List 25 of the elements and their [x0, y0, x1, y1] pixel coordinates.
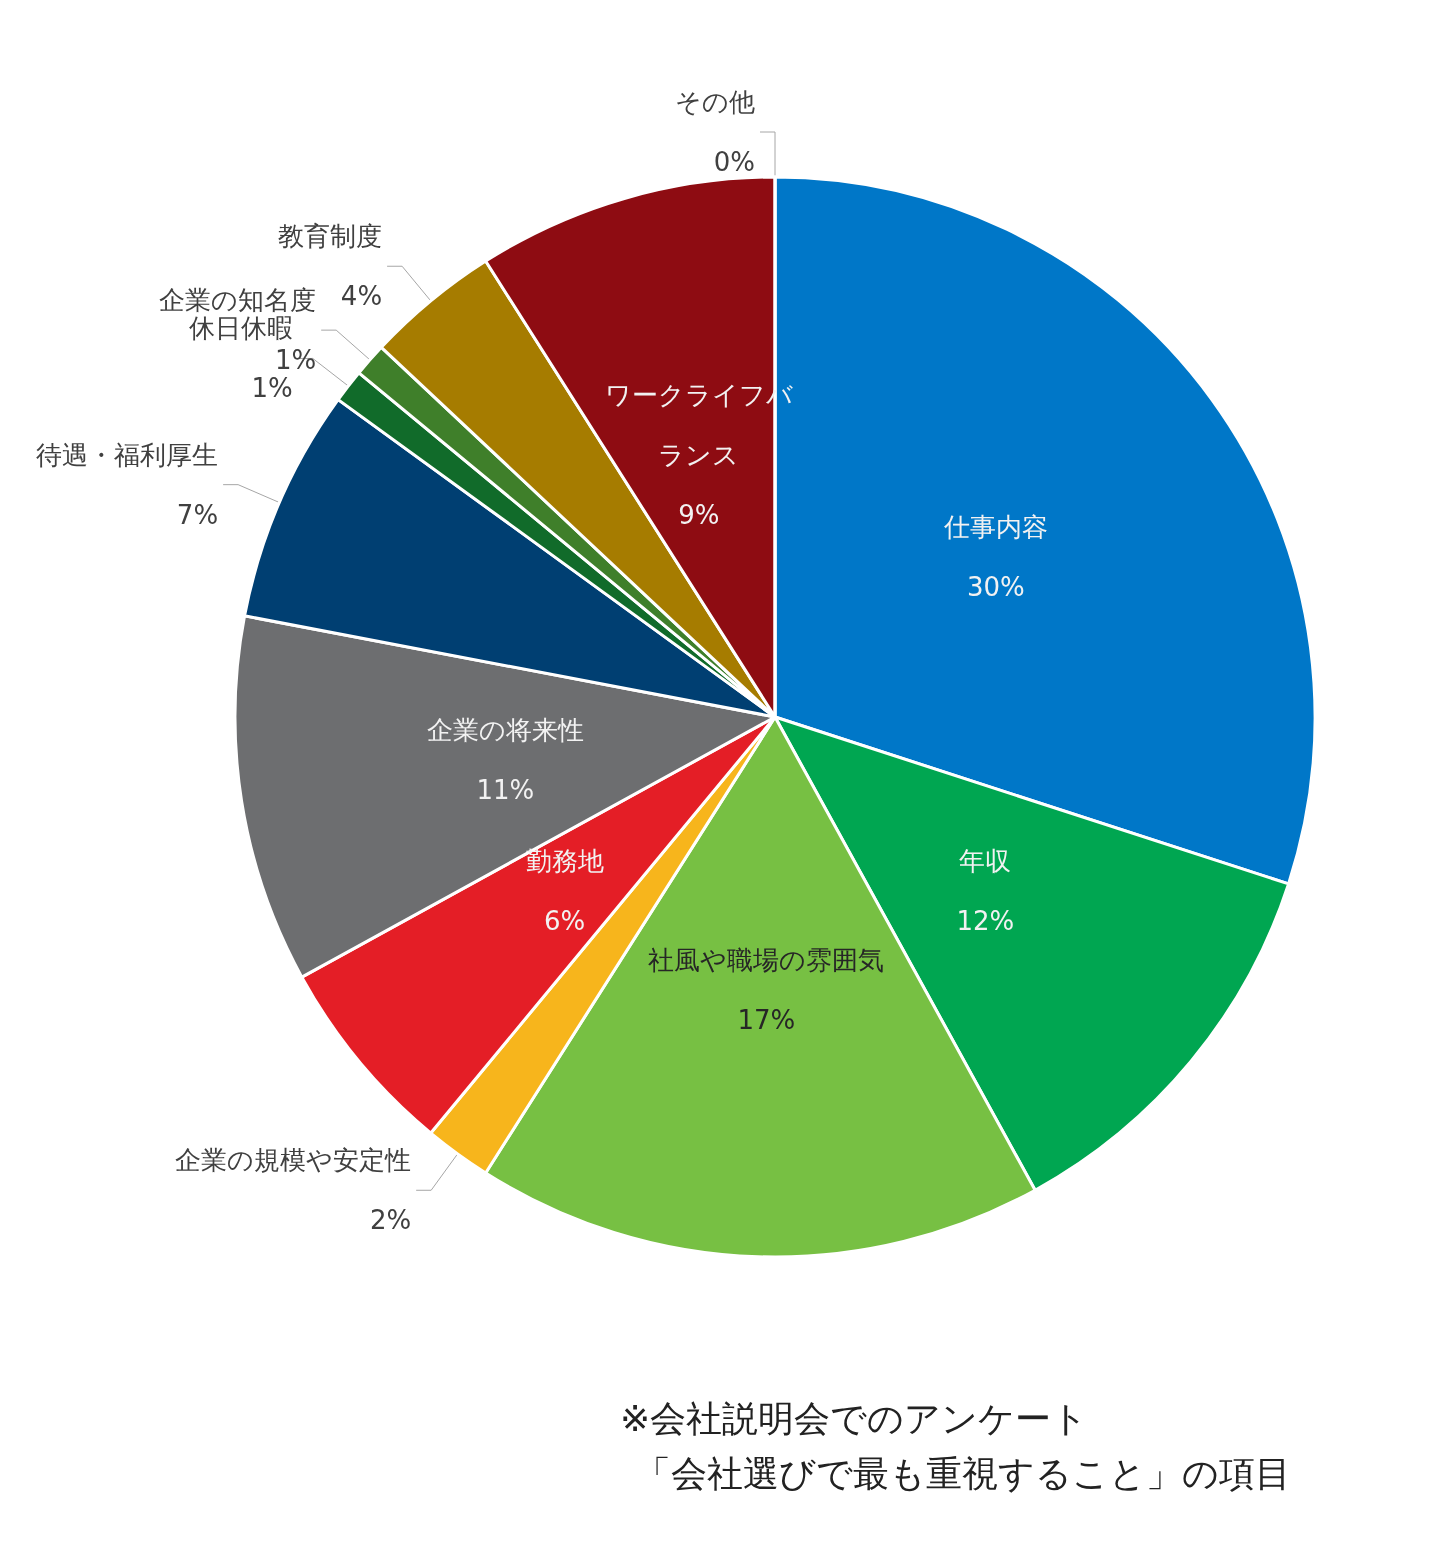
- category-label: その他: [675, 87, 755, 117]
- data-label: 17%: [737, 1004, 796, 1035]
- slice-label: 勤務地: [525, 846, 604, 877]
- data-label: 4%: [340, 281, 383, 312]
- slice-label: 社風や職場の雰囲気: [648, 944, 885, 975]
- data-label: 11%: [476, 774, 535, 805]
- text: 「会社選びで最も重視すること」の項目: [635, 1452, 1291, 1494]
- data-label: 6%: [544, 906, 586, 937]
- slice-label: 企業の将来性: [426, 714, 584, 745]
- data-label: 1%: [251, 373, 293, 404]
- slice-label: 教育制度: [278, 221, 383, 252]
- data-label: 1%: [274, 345, 317, 376]
- text: 0%: [713, 147, 755, 177]
- data-label: 30%: [966, 571, 1025, 602]
- text: ※会社説明会でのアンケート: [620, 1397, 1089, 1439]
- slice-label: 企業の知名度: [159, 285, 317, 316]
- data-label: 7%: [176, 499, 219, 530]
- data-label: 2%: [369, 1205, 412, 1236]
- data-label: 9%: [678, 499, 720, 530]
- data-label: 12%: [956, 906, 1015, 937]
- slice-label: 年収: [959, 846, 1012, 877]
- slice-label: 仕事内容: [942, 511, 1048, 542]
- slice-label: 休日休暇: [188, 313, 293, 344]
- slice-label: 企業の規模や安定性: [175, 1145, 412, 1176]
- slice-label: 待遇・福利厚生: [36, 439, 219, 470]
